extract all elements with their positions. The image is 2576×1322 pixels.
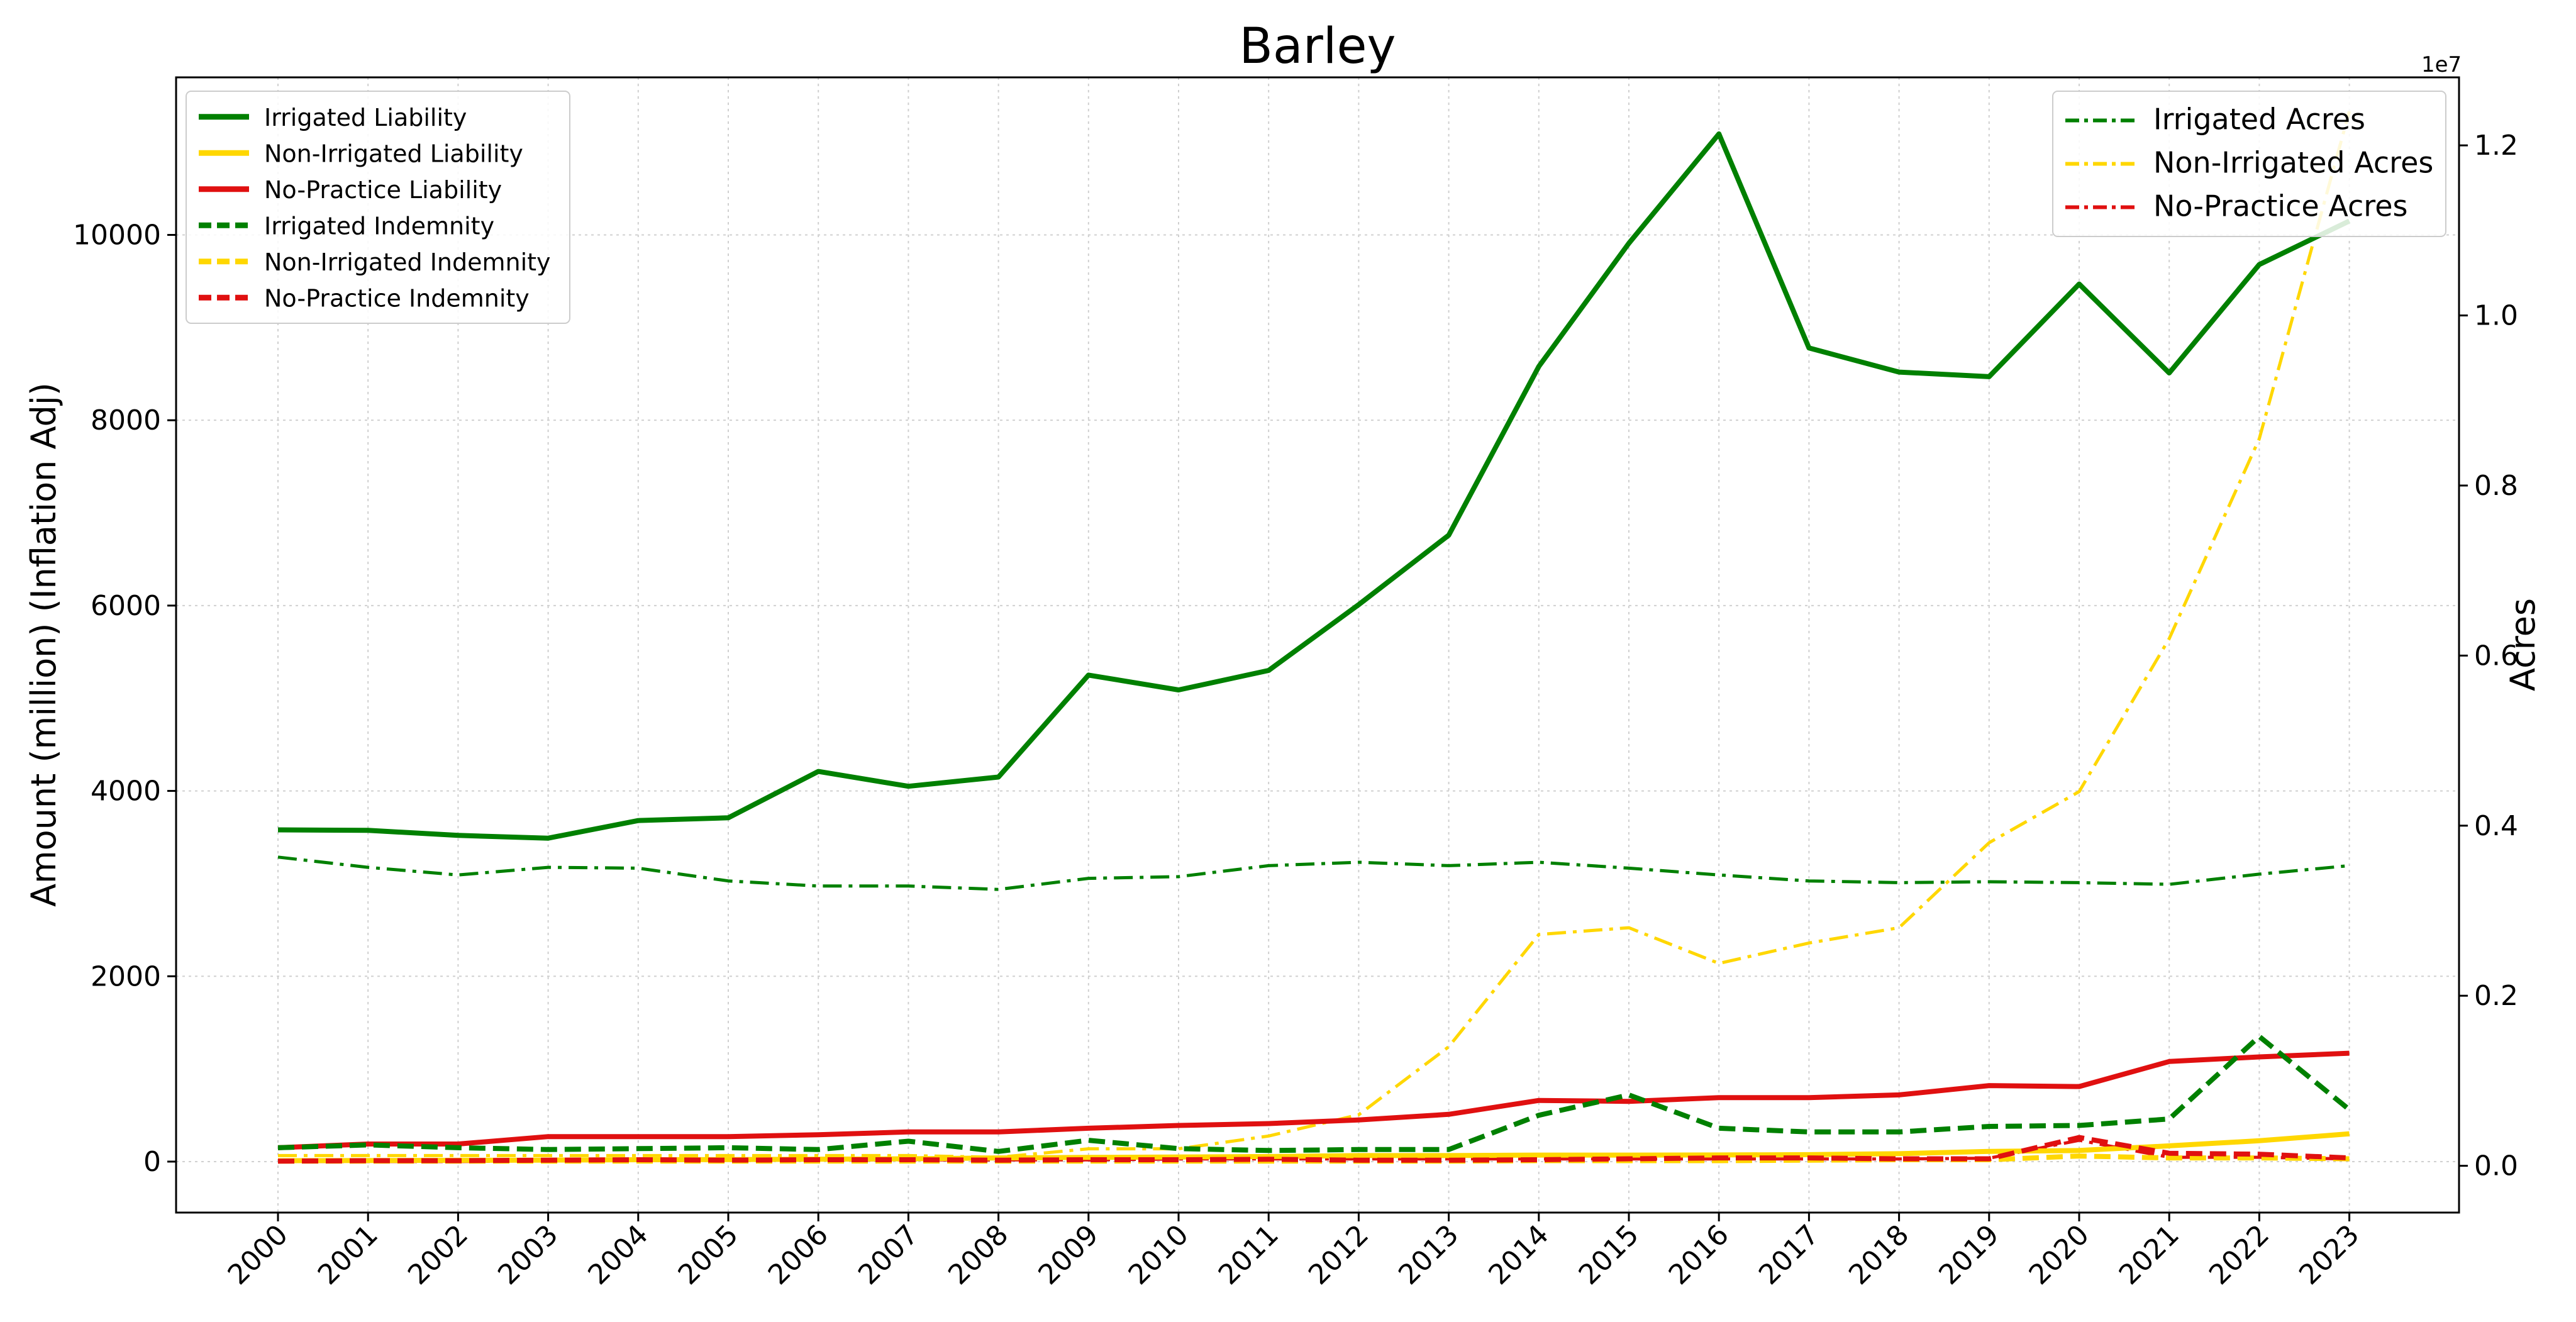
legend-label: Irrigated Acres: [2153, 103, 2365, 136]
x-tick-label: 2005: [672, 1219, 745, 1291]
x-tick-label: 2010: [1123, 1219, 1195, 1291]
series-layer: [277, 111, 2351, 1164]
legend-box: [2052, 91, 2446, 237]
x-tick-label: 2016: [1663, 1219, 1735, 1291]
y-right-tick-label: 1.2: [2474, 130, 2518, 162]
x-tick-label: 2021: [2113, 1219, 2185, 1291]
series-line-no-practice-indemnity: [277, 1135, 2350, 1164]
x-tick-label: 2014: [1482, 1219, 1555, 1291]
legend-label: Non-Irrigated Liability: [264, 140, 523, 167]
legend-left: Irrigated Liability Non-Irrigated Liabili…: [186, 91, 570, 324]
x-tick-label: 2019: [1933, 1219, 2005, 1291]
series-line-irrigated-acres: [277, 855, 2350, 891]
x-tick-label: 2001: [312, 1219, 384, 1291]
x-tick-label: 2017: [1753, 1219, 1825, 1291]
y-left-tick-label: 4000: [91, 775, 161, 808]
legend-right: Irrigated Acres Non-Irrigated Acres No-Pra…: [2052, 91, 2446, 237]
series-line-no-practice-liability: [277, 1050, 2350, 1150]
x-tick-label: 2012: [1302, 1219, 1375, 1291]
x-axis: 2000 2001 2002 2003 2004 2005 2006 2007 2008 2009…: [222, 1213, 2365, 1291]
y-left-tick-label: 10000: [73, 219, 161, 251]
x-tick-label: 2013: [1392, 1219, 1465, 1291]
y-right-tick-label: 0.4: [2474, 810, 2518, 842]
legend-label: Irrigated Indemnity: [264, 212, 494, 240]
y-left-tick-label: 6000: [91, 590, 161, 622]
y-left-tick-label: 8000: [91, 404, 161, 436]
y-right-tick-label: 0.8: [2474, 470, 2518, 502]
right-axis-exponent: 1e7: [2421, 52, 2462, 77]
y-right-tick-label: 0.0: [2474, 1150, 2518, 1182]
legend-label: Irrigated Liability: [264, 104, 467, 131]
x-tick-label: 2015: [1573, 1219, 1645, 1291]
plot-frame: [175, 76, 2460, 1214]
legend-label: Non-Irrigated Acres: [2153, 146, 2433, 180]
x-tick-label: 2000: [222, 1219, 294, 1291]
x-tick-label: 2008: [942, 1219, 1014, 1291]
y-left-tick-label: 2000: [91, 960, 161, 992]
x-tick-label: 2004: [582, 1219, 654, 1291]
legend-label: No-Practice Liability: [264, 176, 502, 204]
series-line-irrigated-indemnity: [277, 1034, 2351, 1154]
x-tick-label: 2023: [2293, 1219, 2365, 1291]
x-tick-label: 2006: [762, 1219, 835, 1291]
y-axis-left: 0 2000 4000 6000 8000 10000: [73, 219, 176, 1178]
legend-label: Non-Irrigated Indemnity: [264, 248, 551, 276]
x-tick-label: 2002: [402, 1219, 474, 1291]
y-right-tick-label: 0.6: [2474, 640, 2518, 672]
x-tick-label: 2009: [1032, 1219, 1104, 1291]
y-left-tick-label: 0: [143, 1146, 161, 1178]
x-tick-label: 2020: [2023, 1219, 2096, 1291]
x-tick-label: 2011: [1213, 1219, 1285, 1291]
chart-title: Barley: [1239, 18, 1396, 75]
x-tick-label: 2007: [852, 1219, 924, 1291]
legend-label: No-Practice Indemnity: [264, 284, 530, 312]
y-right-tick-label: 1.0: [2474, 300, 2518, 332]
series-line-non-irrigated-acres: [278, 111, 2351, 1159]
grid: [176, 77, 2459, 1213]
x-tick-label: 2003: [492, 1219, 564, 1291]
legend-label: No-Practice Acres: [2153, 189, 2407, 223]
y-right-tick-label: 0.2: [2474, 980, 2518, 1012]
legend-box: [186, 91, 570, 324]
series-line-irrigated-liability: [277, 131, 2351, 841]
x-tick-label: 2022: [2203, 1219, 2275, 1291]
y-axis-right: 0.0 0.2 0.4 0.6 0.8 1.0 1.2: [2459, 130, 2518, 1182]
y-axis-right-label: Acres: [2503, 598, 2543, 691]
y-axis-left-label: Amount (million) (Inflation Adj): [24, 382, 64, 907]
x-tick-label: 2018: [1843, 1219, 1915, 1291]
